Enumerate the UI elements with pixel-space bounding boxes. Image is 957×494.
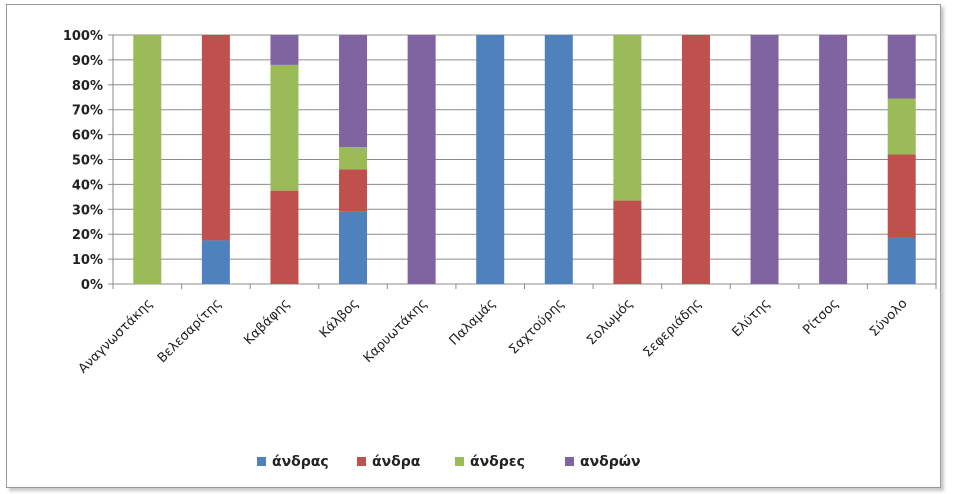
legend-label: άνδρας: [272, 454, 329, 470]
y-tick-label: 30%: [72, 203, 103, 218]
category-label: Παλαμάς: [447, 296, 499, 348]
y-tick-label: 60%: [72, 129, 103, 144]
y-tick-label: 40%: [72, 178, 103, 193]
category-label: Ελύτης: [729, 296, 773, 340]
category-label: Ρίτσος: [800, 296, 842, 338]
bar-segment: [613, 35, 642, 201]
category-label: Βελεσαρίτης: [155, 296, 225, 366]
y-tick-label: 90%: [72, 54, 103, 69]
category-label: Σεφεριάδης: [641, 296, 705, 360]
category-label: Κάλβος: [317, 296, 362, 341]
bar-segment: [339, 35, 368, 148]
category-label: Σαχτούρης: [506, 296, 567, 357]
y-tick-label: 10%: [72, 253, 103, 268]
bar-segment: [133, 35, 162, 284]
legend-swatch: [357, 457, 366, 466]
bar-segment: [476, 35, 505, 284]
category-label: Καβάφης: [241, 296, 293, 348]
bar-segment: [819, 35, 848, 284]
bar-segment: [544, 35, 573, 284]
y-tick-label: 0%: [81, 278, 103, 293]
legend-label: άνδρα: [372, 454, 421, 470]
bar-segment: [887, 98, 916, 155]
category-label: Σύνολο: [867, 296, 911, 340]
legend-swatch: [565, 457, 574, 466]
y-tick-label: 100%: [63, 29, 103, 44]
bar-segment: [339, 147, 368, 170]
legend-swatch: [257, 457, 266, 466]
bar-segment: [339, 211, 368, 284]
bar-segment: [750, 35, 779, 284]
legend-label: άνδρες: [470, 454, 525, 470]
bar-segment: [407, 35, 436, 284]
bar-segment: [339, 169, 368, 212]
legend-label: ανδρών: [580, 454, 641, 470]
bar-segment: [201, 240, 230, 284]
bar-segment: [887, 237, 916, 284]
y-tick-label: 20%: [72, 228, 103, 243]
category-label: Σολωμός: [584, 296, 636, 348]
y-tick-label: 50%: [72, 154, 103, 169]
bar-segment: [270, 190, 299, 284]
y-tick-label: 80%: [72, 79, 103, 94]
bar-segment: [270, 64, 299, 191]
y-tick-label: 70%: [72, 104, 103, 119]
bar-segment: [201, 35, 230, 241]
category-label: Καρυωτάκης: [361, 296, 431, 366]
bar-segment: [887, 35, 916, 99]
bar-segment: [613, 200, 642, 284]
bar-segment: [270, 35, 299, 65]
category-label: Αναγνωστάκης: [76, 296, 156, 376]
bar-segment: [681, 35, 710, 284]
bar-segment: [887, 154, 916, 238]
legend-swatch: [455, 457, 464, 466]
